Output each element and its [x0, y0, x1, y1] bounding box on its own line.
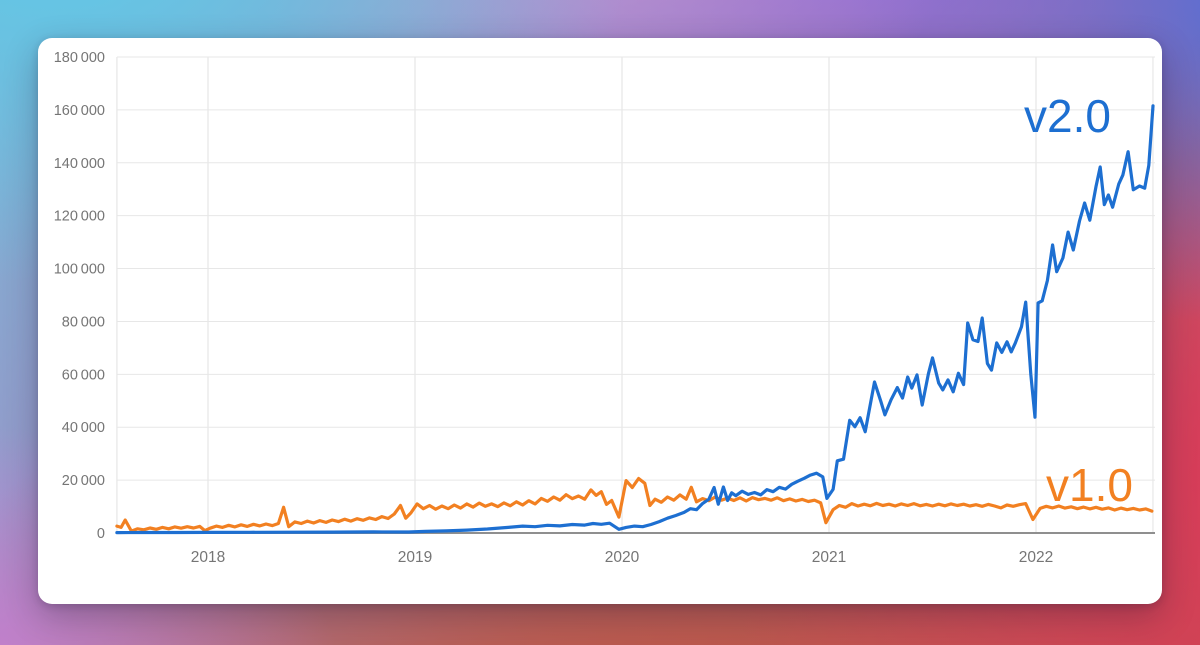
y-tick-label: 20 000 — [62, 473, 105, 489]
y-tick-label: 100 000 — [54, 262, 105, 278]
x-tick-label: 2021 — [812, 549, 846, 566]
series-label-v2: v2.0 — [1024, 90, 1111, 142]
x-tick-label: 2020 — [605, 549, 640, 566]
x-tick-label: 2019 — [398, 549, 432, 566]
y-tick-label: 0 — [97, 526, 105, 542]
y-tick-label: 180 000 — [54, 50, 105, 66]
y-tick-label: 80 000 — [62, 314, 105, 330]
y-tick-label: 40 000 — [62, 420, 105, 436]
x-tick-label: 2018 — [191, 549, 225, 566]
series-line-v1-0 — [115, 476, 1154, 533]
y-tick-label: 120 000 — [54, 209, 105, 225]
y-tick-label: 140 000 — [54, 156, 105, 172]
chart-svg: 0 20 000 40 000 60 000 80 000 100 000 120 000 1… — [54, 50, 1155, 566]
x-tick-label: 2022 — [1019, 549, 1053, 566]
y-tick-label: 160 000 — [54, 103, 105, 119]
chart-card: 0 20 000 40 000 60 000 80 000 100 000 120 000 1… — [38, 38, 1162, 604]
series-label-v1: v1.0 — [1046, 459, 1133, 511]
y-tick-label: 60 000 — [62, 367, 105, 383]
series-line-v2-0 — [115, 104, 1155, 535]
